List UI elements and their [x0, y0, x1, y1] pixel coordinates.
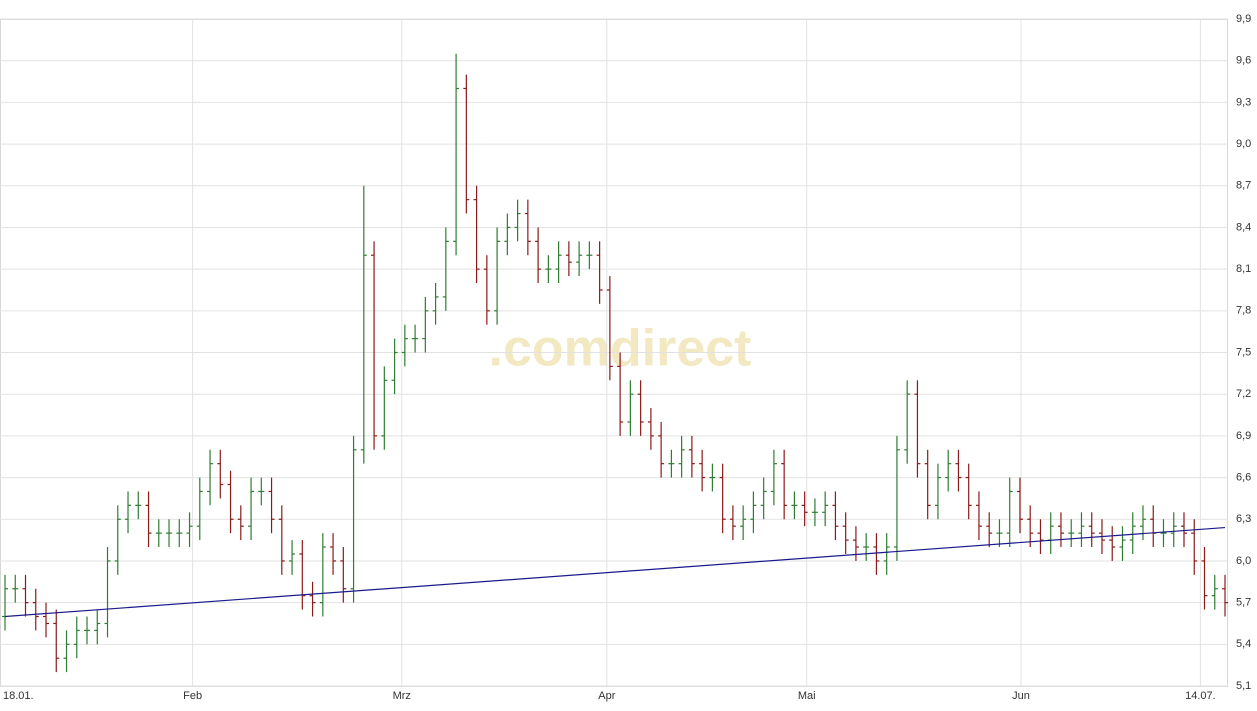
y-tick-label: 9,6	[1236, 55, 1251, 67]
y-tick-label: 6,9	[1236, 430, 1251, 442]
y-tick-label: 5,4	[1236, 638, 1251, 650]
y-tick-label: 6,0	[1236, 555, 1251, 567]
y-tick-label: 9,0	[1236, 138, 1251, 150]
y-tick-label: 6,3	[1236, 513, 1251, 525]
y-tick-label: 8,7	[1236, 180, 1251, 192]
x-tick-label: Feb	[183, 690, 202, 702]
y-tick-label: 5,7	[1236, 597, 1251, 609]
y-tick-label: 9,9	[1236, 13, 1251, 25]
x-tick-label: Jun	[1012, 690, 1030, 702]
y-tick-label: 8,1	[1236, 263, 1251, 275]
x-tick-label: Mai	[798, 690, 816, 702]
x-tick-label: Apr	[598, 690, 615, 702]
y-tick-label: 7,2	[1236, 388, 1251, 400]
x-tick-label: 14.07.	[1185, 690, 1216, 702]
y-tick-label: 5,1	[1236, 680, 1251, 692]
trend-line	[4, 526, 1226, 618]
y-tick-label: 7,5	[1236, 346, 1251, 358]
x-tick-label: 18.01.	[3, 690, 34, 702]
x-tick-label: Mrz	[393, 690, 411, 702]
y-tick-label: 7,8	[1236, 305, 1251, 317]
y-tick-label: 6,6	[1236, 471, 1251, 483]
y-tick-label: 8,4	[1236, 221, 1251, 233]
y-tick-label: 9,3	[1236, 96, 1251, 108]
